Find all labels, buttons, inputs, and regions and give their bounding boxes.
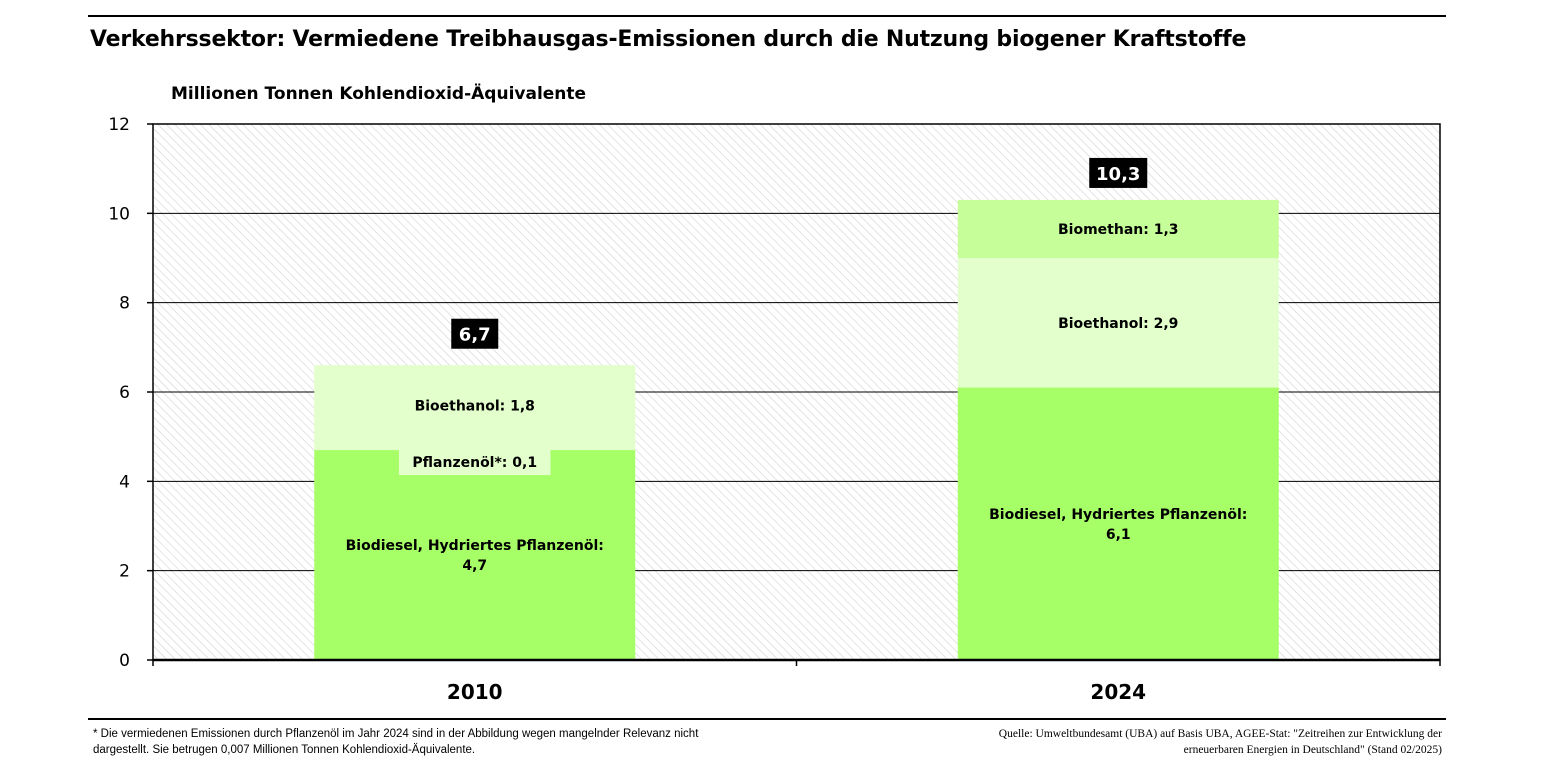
y-tick-label: 4 <box>119 472 130 492</box>
segment-label: Pflanzenöl*: 0,1 <box>412 455 537 471</box>
bottom-rule <box>88 718 1446 720</box>
segment-label: Biodiesel, Hydriertes Pflanzenöl: <box>346 538 604 554</box>
segment-label: 4,7 <box>462 558 487 574</box>
segment-label: Biomethan: 1,3 <box>1058 222 1179 238</box>
bar-segment-bioethanol <box>314 365 636 446</box>
top-rule <box>88 15 1446 17</box>
x-tick-label: 2024 <box>1090 680 1146 704</box>
total-label-box <box>1089 157 1148 188</box>
segment-label: Bioethanol: 1,8 <box>415 398 535 414</box>
bar-segment-biodiesel <box>957 387 1279 660</box>
data-labels: Biodiesel, Hydriertes Pflanzenöl: 4,7 Pfla… <box>346 157 1247 574</box>
stacked-bar-chart: 0 2 4 6 8 10 12 2010 2024 Biodiesel, Hydriertes … <box>108 115 1441 704</box>
bar-segment-biomethan <box>957 199 1279 258</box>
footnote: * Die vermiedenen Emissionen durch Pflan… <box>93 728 699 756</box>
x-tick-label: 2010 <box>447 680 503 704</box>
bar-segment-bioethanol <box>957 258 1279 388</box>
segment-label: Bioethanol: 2,9 <box>1058 316 1178 332</box>
segment-label-box <box>398 449 551 476</box>
y-tick-label: 12 <box>108 115 130 135</box>
y-tick-label: 6 <box>119 383 130 403</box>
bar-segment-pflanzenoel <box>314 445 636 451</box>
y-tick-label: 0 <box>119 651 130 671</box>
total-label-box <box>451 318 499 349</box>
y-tick-label: 8 <box>119 294 130 314</box>
y-tick-label: 10 <box>108 204 130 224</box>
y-tick-label: 2 <box>119 562 130 582</box>
axes: 0 2 4 6 8 10 12 2010 2024 <box>108 115 1441 704</box>
chart-title: Verkehrssektor: Vermiedene Treibhausgas-… <box>90 27 1247 52</box>
source-note: Quelle: Umweltbundesamt (UBA) auf Basis … <box>998 728 1442 756</box>
total-label: 10,3 <box>1096 164 1140 185</box>
bar-segment-biodiesel <box>314 450 636 660</box>
bars <box>314 199 1279 660</box>
total-label: 6,7 <box>459 325 491 346</box>
segment-label: Biodiesel, Hydriertes Pflanzenöl: <box>989 507 1247 523</box>
y-axis-label: Millionen Tonnen Kohlendioxid-Äquivalent… <box>171 84 587 104</box>
segment-label: 6,1 <box>1106 527 1131 543</box>
